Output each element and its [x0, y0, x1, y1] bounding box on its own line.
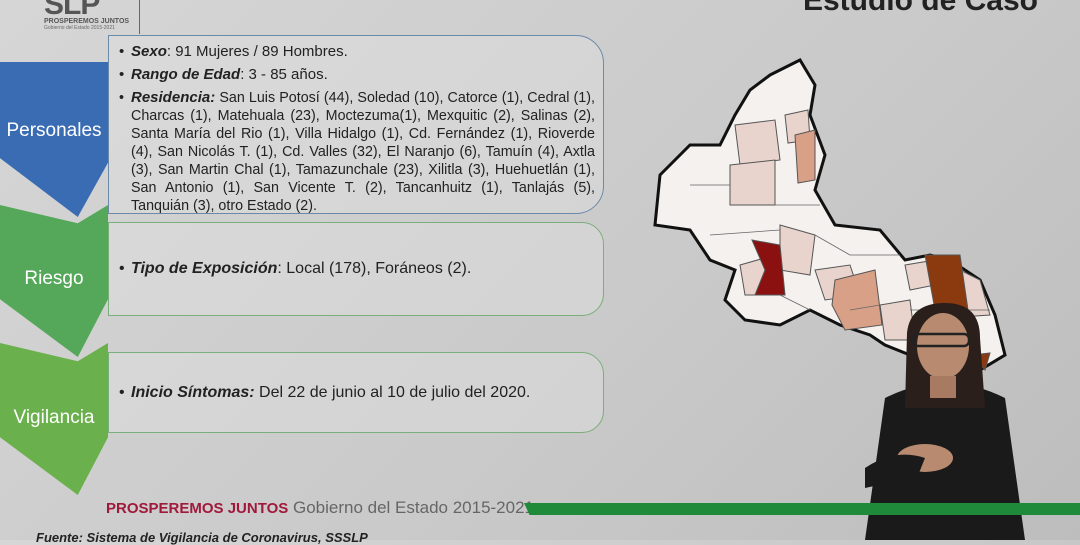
source-note: Fuente: Sistema de Vigilancia de Coronav…: [36, 530, 368, 545]
slide-title: Estudio de Caso: [802, 0, 1038, 17]
riesgo-box: Tipo de Exposición: Local (178), Foráneo…: [108, 222, 604, 316]
section-vigilancia: Vigilancia: [0, 343, 108, 495]
sexo-item: Sexo: 91 Mujeres / 89 Hombres.: [109, 40, 595, 63]
map-region: [751, 239, 786, 296]
map-region: [831, 269, 883, 331]
footer-brand: PROSPEREMOS JUNTOS Gobierno del Estado 2…: [106, 498, 535, 517]
section-riesgo: Riesgo: [0, 205, 108, 357]
edad-item: Rango de Edad: 3 - 85 años.: [109, 63, 595, 86]
map-region: [794, 129, 816, 184]
state-map: [653, 58, 1007, 372]
sintomas-item: Inicio Síntomas: Del 22 de junio al 10 d…: [109, 384, 603, 402]
section-label: Personales: [6, 119, 102, 141]
vigilancia-box: Inicio Síntomas: Del 22 de junio al 10 d…: [108, 352, 604, 433]
section-label: Riesgo: [24, 268, 84, 289]
map-region: [729, 159, 776, 206]
exposicion-item: Tipo de Exposición: Local (178), Foráneo…: [109, 260, 603, 278]
section-personales: Personales: [0, 62, 108, 217]
map-region: [734, 119, 781, 166]
section-label: Vigilancia: [13, 407, 95, 428]
footer-green-bar: [524, 503, 1080, 515]
personales-box: Sexo: 91 Mujeres / 89 Hombres. Rango de …: [108, 35, 604, 214]
slp-logo: SLP PROSPEREMOS JUNTOS Gobierno del Esta…: [44, 0, 140, 34]
sign-language-interpreter: [865, 303, 1025, 540]
residencia-item: Residencia: San Luis Potosí (44), Soleda…: [109, 89, 595, 215]
